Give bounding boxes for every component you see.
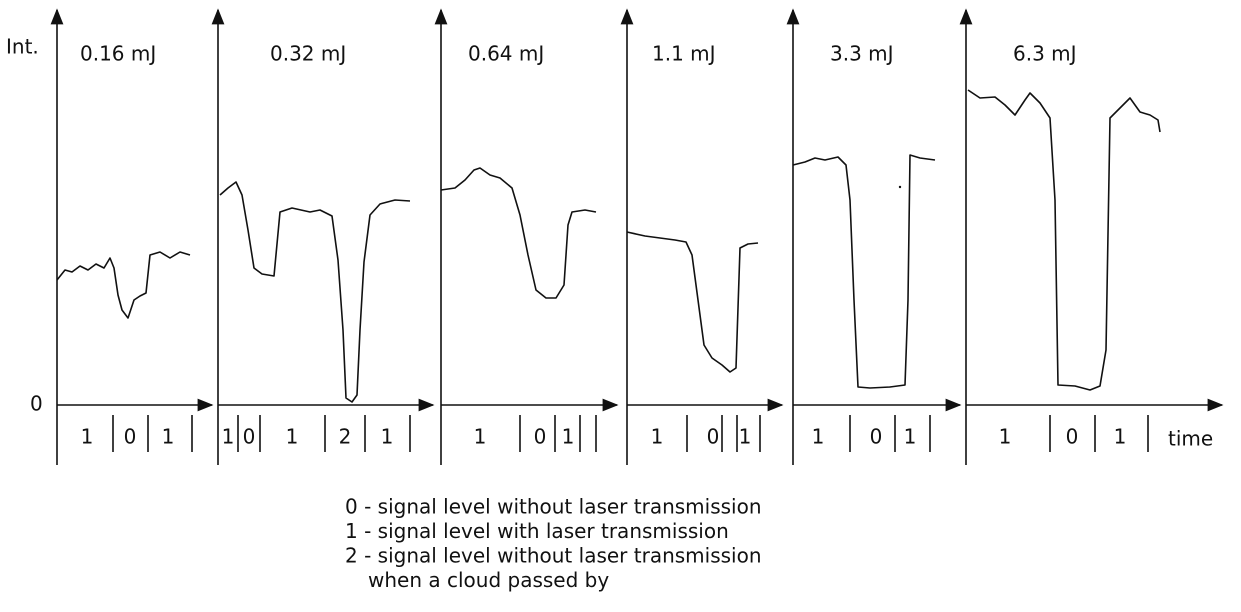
- segment-label: 1: [222, 425, 235, 449]
- segment-label: 1: [162, 425, 175, 449]
- panel-title: 1.1 mJ: [652, 42, 716, 66]
- trace: [626, 231, 759, 373]
- trace: [56, 251, 191, 319]
- segment-label: 1: [999, 425, 1012, 449]
- segment-label: 1: [812, 425, 825, 449]
- trace: [219, 181, 411, 403]
- segment-label: 1: [474, 425, 487, 449]
- legend-line: 0 - signal level without laser transmiss…: [345, 495, 762, 519]
- panel-title: 6.3 mJ: [1013, 42, 1077, 66]
- panel-title: 3.3 mJ: [830, 42, 894, 66]
- legend-line: 1 - signal level with laser transmission: [345, 519, 729, 543]
- panel-title: 0.16 mJ: [80, 42, 156, 66]
- trace: [967, 89, 1161, 391]
- segment-label: 0: [124, 425, 137, 449]
- trace: [792, 154, 936, 389]
- y-axis-label: Int.: [6, 35, 39, 59]
- segment-label: 0: [707, 425, 720, 449]
- segment-label: 1: [562, 425, 575, 449]
- segment-label: 2: [339, 425, 352, 449]
- segment-label: 1: [739, 425, 752, 449]
- panel-title: 0.64 mJ: [468, 42, 544, 66]
- legend-line: when a cloud passed by: [368, 568, 609, 592]
- segment-label: 1: [381, 425, 394, 449]
- zero-label: 0: [30, 392, 43, 416]
- segment-label: 0: [1066, 425, 1079, 449]
- x-axis-label: time: [1168, 427, 1213, 451]
- segment-label: 0: [870, 425, 883, 449]
- traces: [56, 89, 1161, 403]
- panel-title: 0.32 mJ: [270, 42, 346, 66]
- segment-label: 1: [904, 425, 917, 449]
- segment-label: 0: [243, 425, 256, 449]
- segment-label: 1: [81, 425, 94, 449]
- trace: [440, 167, 597, 299]
- legend-line: 2 - signal level without laser transmiss…: [345, 544, 762, 568]
- segment-label: 1: [651, 425, 664, 449]
- segment-label: 1: [286, 425, 299, 449]
- segment-label: 0: [534, 425, 547, 449]
- segment-label: 1: [1114, 425, 1127, 449]
